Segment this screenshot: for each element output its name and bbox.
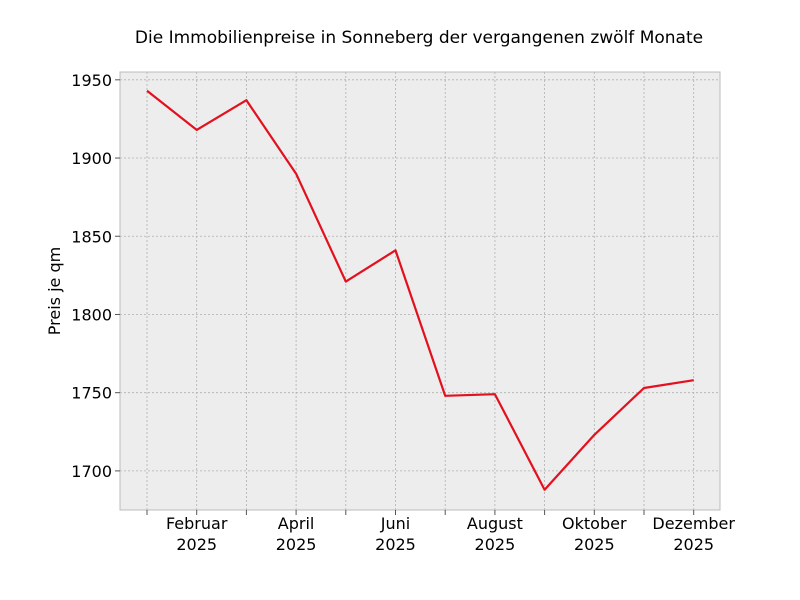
x-tick-label: Juni — [380, 514, 410, 533]
grid-lines — [120, 72, 720, 510]
x-tick-label: April — [278, 514, 315, 533]
x-axis: Februar 2025 April 2025 Juni 2025 August 2025 Ok… — [146, 510, 735, 554]
series-layer — [146, 89, 694, 491]
series-line — [146, 89, 694, 491]
x-tick-label: Oktober — [562, 514, 627, 533]
x-tick-label: Dezember — [652, 514, 735, 533]
y-tick-label: 1800 — [71, 305, 112, 324]
y-axis-title: Preis je qm — [45, 247, 64, 335]
x-tick-label: 2025 — [276, 535, 317, 554]
x-tick-label: 2025 — [176, 535, 217, 554]
y-tick-label: 1700 — [71, 462, 112, 481]
plot-frame — [119, 71, 721, 511]
x-tick-label: 2025 — [673, 535, 714, 554]
y-tick-label: 1850 — [71, 227, 112, 246]
y-tick-label: 1750 — [71, 384, 112, 403]
plot-area — [120, 72, 720, 510]
x-tick-label: 2025 — [475, 535, 516, 554]
y-axis: 1700 1750 1800 1850 1900 1950 — [71, 71, 120, 481]
x-tick-label: 2025 — [574, 535, 615, 554]
chart-title: Die Immobilienpreise in Sonneberg der ve… — [135, 28, 703, 48]
x-tick-label: 2025 — [375, 535, 416, 554]
y-tick-label: 1950 — [71, 71, 112, 90]
x-tick-label: August — [467, 514, 523, 533]
x-tick-label: Februar — [166, 514, 228, 533]
y-tick-label: 1900 — [71, 149, 112, 168]
